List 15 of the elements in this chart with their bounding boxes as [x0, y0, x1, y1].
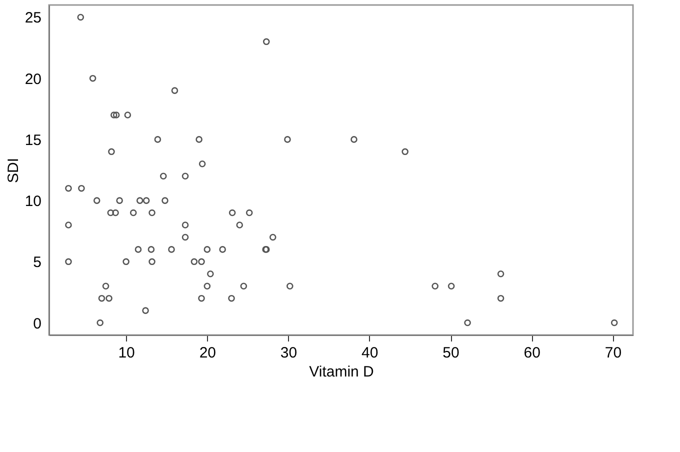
- y-tick-label: 25: [24, 10, 42, 27]
- x-axis-title: Vitamin D: [309, 364, 374, 380]
- x-tick-label: 70: [604, 344, 622, 362]
- x-tick-label: 40: [362, 344, 378, 362]
- y-tick-label: 5: [33, 254, 42, 272]
- x-tick-label: 10: [118, 344, 135, 362]
- y-tick-label: 20: [24, 70, 42, 88]
- x-tick-label: 30: [280, 344, 298, 362]
- x-tick-label: 20: [199, 344, 216, 362]
- y-tick-label: 10: [24, 193, 42, 210]
- y-tick-label: 0: [33, 315, 42, 332]
- y-tick-label: 15: [24, 132, 42, 149]
- x-tick-label: 60: [524, 344, 540, 362]
- y-axis-title: SDI: [4, 158, 22, 184]
- x-tick-label: 50: [442, 344, 460, 362]
